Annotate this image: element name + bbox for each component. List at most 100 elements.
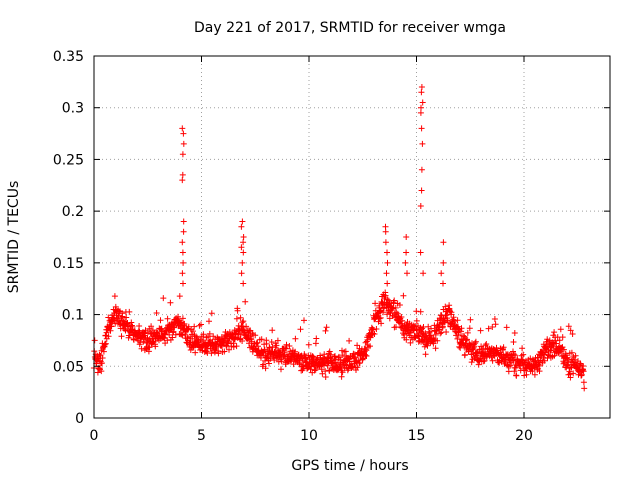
data-point <box>565 323 572 330</box>
data-point <box>292 348 299 355</box>
data-point <box>179 270 186 277</box>
data-point <box>455 332 462 338</box>
data-point <box>179 125 186 132</box>
data-point <box>91 337 98 344</box>
data-point <box>510 348 516 355</box>
data-point <box>282 345 289 351</box>
data-point <box>477 327 484 334</box>
data-point <box>200 331 207 338</box>
data-point <box>237 314 244 321</box>
data-point <box>206 318 212 325</box>
data-point <box>491 316 498 322</box>
data-point <box>313 335 320 342</box>
data-point <box>278 358 285 365</box>
x-tick-label: 20 <box>515 428 533 444</box>
data-point <box>578 371 585 378</box>
data-point <box>376 315 383 322</box>
data-point <box>440 239 447 246</box>
data-point <box>400 292 407 299</box>
data-point <box>556 337 563 344</box>
data-point <box>180 140 187 147</box>
data-point <box>404 270 410 277</box>
data-point <box>424 342 431 349</box>
data-point <box>180 218 187 225</box>
data-point <box>581 385 588 392</box>
data-point <box>123 314 130 321</box>
data-point <box>500 344 507 351</box>
data-point <box>403 336 410 343</box>
data-point <box>567 374 574 381</box>
data-point <box>129 323 136 330</box>
data-point <box>297 326 304 333</box>
data-point <box>260 361 267 368</box>
data-point <box>126 332 133 339</box>
data-point <box>510 339 517 345</box>
data-point <box>391 297 398 304</box>
data-point <box>536 362 543 369</box>
data-point <box>164 315 171 322</box>
data-point <box>354 364 361 371</box>
data-point <box>354 342 361 349</box>
data-point <box>464 329 471 336</box>
data-point <box>239 259 246 266</box>
grid-lines <box>94 56 610 418</box>
data-point <box>99 360 105 367</box>
data-point <box>569 331 576 337</box>
data-point <box>416 333 422 340</box>
data-point <box>240 249 247 256</box>
data-point <box>278 366 284 373</box>
data-point <box>239 338 246 344</box>
data-point <box>413 317 420 324</box>
data-point <box>419 99 426 106</box>
data-point <box>418 187 425 194</box>
data-point <box>238 244 245 251</box>
data-point <box>456 343 463 350</box>
data-point <box>472 338 479 345</box>
data-point <box>572 352 579 359</box>
data-point <box>148 323 155 330</box>
data-point <box>418 84 425 90</box>
y-tick-label: 0.35 <box>53 49 84 65</box>
data-point <box>556 349 562 356</box>
data-point <box>243 323 250 330</box>
data-point <box>536 368 543 375</box>
data-point <box>372 300 379 307</box>
data-point <box>512 364 519 371</box>
data-point <box>292 335 299 342</box>
data-point <box>240 318 247 325</box>
data-point <box>507 362 514 369</box>
data-point <box>399 317 406 324</box>
data-point <box>230 344 237 350</box>
data-point <box>559 334 566 341</box>
data-point <box>240 234 247 240</box>
data-point <box>363 347 370 354</box>
data-point <box>118 333 125 340</box>
data-point <box>417 249 424 256</box>
data-point <box>171 324 178 331</box>
data-point <box>468 359 475 366</box>
data-point <box>346 337 353 344</box>
data-point <box>266 360 272 367</box>
data-point <box>552 337 559 344</box>
data-point <box>322 374 329 380</box>
data-point <box>119 313 126 320</box>
data-point <box>363 353 370 359</box>
data-point <box>179 239 186 246</box>
data-point <box>481 357 488 364</box>
data-point <box>371 331 378 337</box>
data-point <box>377 314 384 321</box>
data-point <box>464 336 470 343</box>
data-point <box>273 342 280 349</box>
data-point <box>179 151 186 158</box>
data-point <box>102 340 109 347</box>
data-point <box>353 367 359 373</box>
data-point <box>172 331 179 338</box>
data-point <box>523 371 530 378</box>
data-point <box>286 343 293 349</box>
data-point <box>384 259 391 266</box>
data-point <box>557 326 564 333</box>
data-point <box>210 333 217 340</box>
data-point <box>505 368 512 375</box>
data-point <box>551 329 558 336</box>
data-point <box>200 337 207 344</box>
